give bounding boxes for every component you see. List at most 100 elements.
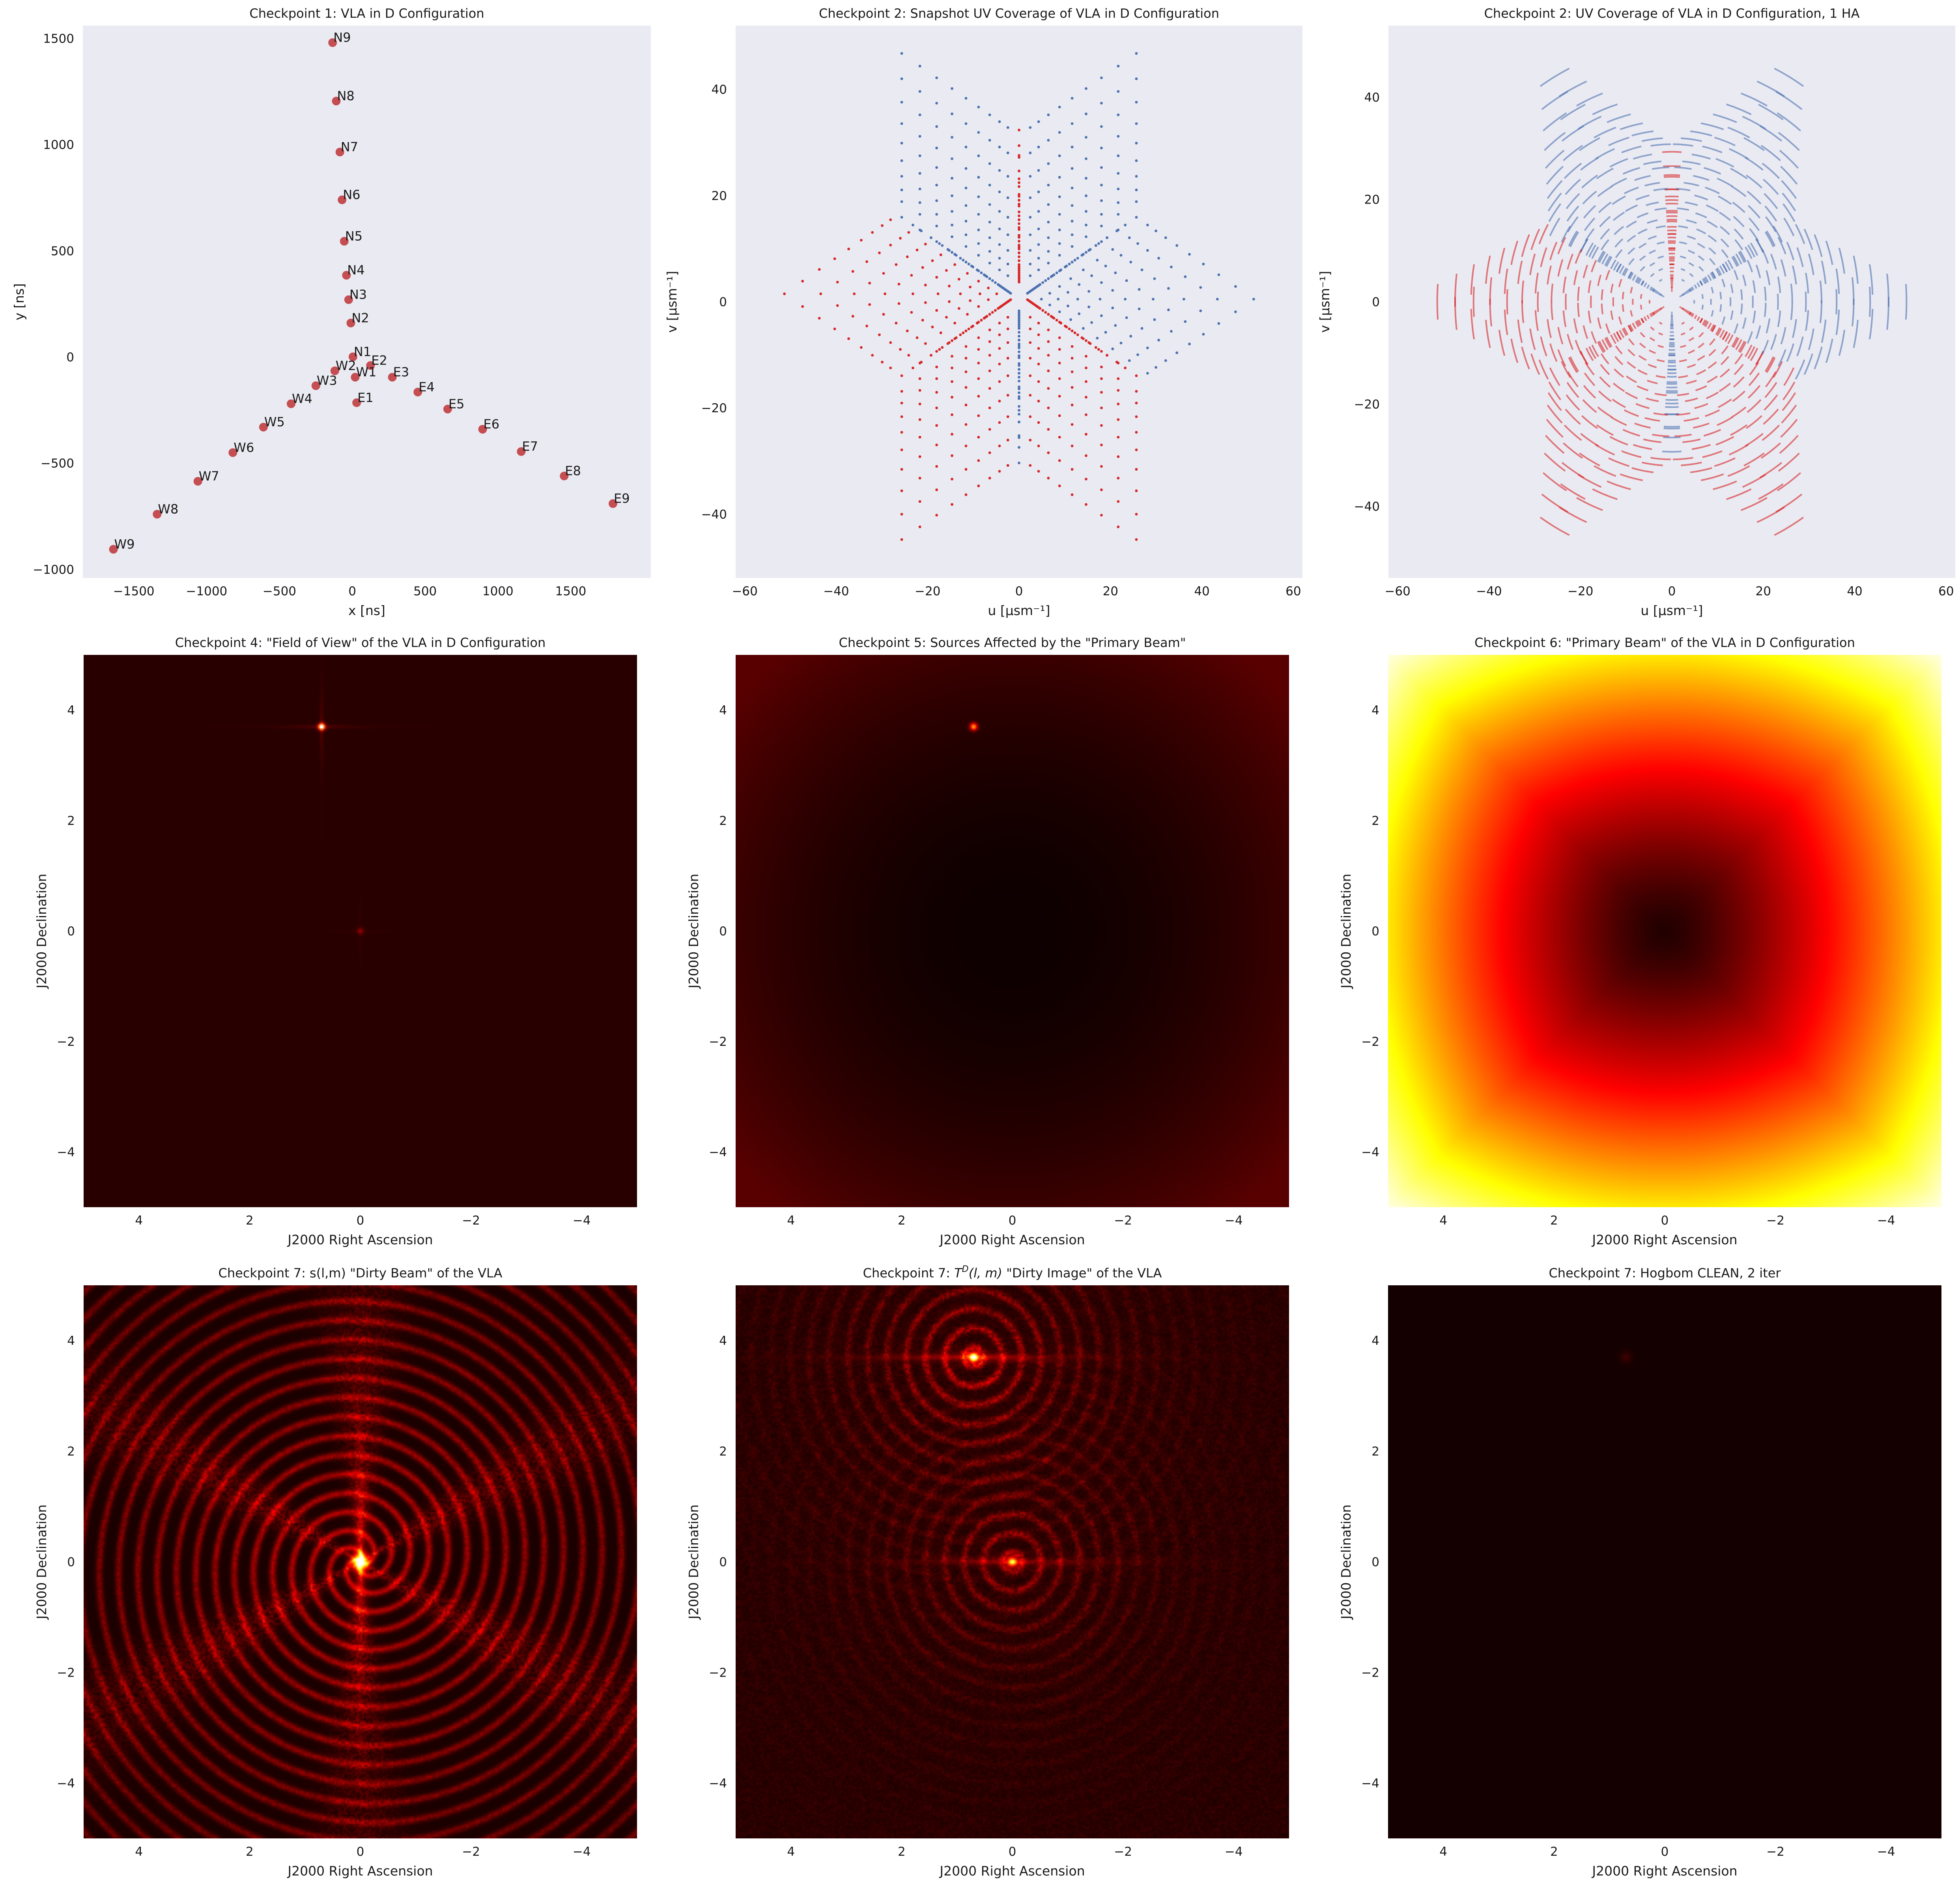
uv-point-conjugate xyxy=(1188,253,1191,256)
uv-point xyxy=(859,239,863,242)
uv-track-arc xyxy=(1588,310,1592,323)
uv-track-arc xyxy=(1735,253,1742,265)
uv-point-conjugate xyxy=(951,224,953,226)
uv-point-conjugate xyxy=(1018,323,1020,326)
uv-track-arc xyxy=(1485,320,1491,348)
uv-track-arc xyxy=(1779,435,1799,454)
uv-point-conjugate xyxy=(988,262,991,265)
uv-track-arc xyxy=(1613,382,1625,392)
uv-track-arc xyxy=(1584,372,1596,386)
uv-track-arc xyxy=(1680,307,1683,309)
uv-track-arc xyxy=(1697,316,1700,322)
uv-point-conjugate xyxy=(985,275,988,278)
uv-point-conjugate xyxy=(1037,210,1040,213)
panel-title: Checkpoint 5: Sources Affected by the "P… xyxy=(839,635,1186,650)
uv-track-arc xyxy=(1782,203,1796,222)
uv-point xyxy=(1029,341,1032,344)
y-tick-label: 2 xyxy=(67,814,75,828)
uv-track-arc xyxy=(1663,436,1681,438)
uv-track-arc xyxy=(1551,301,1554,320)
x-axis-label: x [ns] xyxy=(348,603,385,618)
uv-track-arc xyxy=(1567,216,1579,232)
uv-point xyxy=(953,337,957,340)
uv-point-conjugate xyxy=(1135,77,1138,80)
x-tick-label: 2 xyxy=(1550,1845,1558,1859)
uv-track-arc xyxy=(1770,334,1777,350)
uv-point xyxy=(964,423,968,426)
uv-point-conjugate xyxy=(1117,172,1120,175)
uv-point xyxy=(900,415,903,418)
uv-track-arc xyxy=(1786,241,1794,260)
uv-track-arc xyxy=(1659,322,1663,325)
uv-point xyxy=(1135,374,1138,377)
uv-point-conjugate xyxy=(964,233,968,236)
uv-point xyxy=(1018,181,1020,184)
uv-track-arc xyxy=(1727,334,1734,344)
uv-point xyxy=(1047,340,1050,343)
uv-point xyxy=(951,380,953,383)
uv-point-conjugate xyxy=(1029,233,1032,236)
uv-track-arc xyxy=(1698,266,1704,272)
uv-track-arc xyxy=(1702,278,1706,284)
uv-track-arc xyxy=(1777,112,1801,132)
uv-point xyxy=(964,370,968,373)
uv-point-conjugate xyxy=(962,259,965,262)
uv-track-arc xyxy=(1683,417,1699,422)
uv-point xyxy=(1100,391,1103,394)
uv-point xyxy=(998,400,1001,403)
x-tick-label: 2 xyxy=(1550,1213,1558,1228)
uv-track-arc xyxy=(1734,239,1743,251)
uv-track-arc xyxy=(1679,241,1687,245)
uv-track-arc xyxy=(1777,310,1781,327)
uv-track-arc xyxy=(1521,300,1525,323)
uv-track-arc xyxy=(1637,212,1649,219)
y-tick-label: −4 xyxy=(709,1145,727,1159)
uv-point xyxy=(1006,415,1009,418)
uv-point-conjugate xyxy=(1117,113,1120,116)
uv-track-arc xyxy=(1547,404,1563,424)
uv-point-conjugate xyxy=(975,268,979,271)
uv-point xyxy=(988,340,991,343)
uv-point xyxy=(1018,243,1020,247)
uv-point-conjugate xyxy=(1018,372,1020,375)
uv-point xyxy=(1018,177,1020,180)
y-axis-label: J2000 Declination xyxy=(34,1505,49,1620)
uv-point-conjugate xyxy=(1099,297,1102,301)
uv-point xyxy=(967,327,970,331)
uv-track-arc xyxy=(1742,474,1766,488)
uv-point xyxy=(1071,423,1074,426)
uv-point-conjugate xyxy=(1146,372,1149,375)
panel-title: Checkpoint 6: "Primary Beam" of the VLA … xyxy=(1474,635,1855,650)
uv-track-arc xyxy=(1703,320,1708,326)
uv-point-conjugate xyxy=(1018,364,1020,367)
uv-track-arc xyxy=(1622,167,1640,175)
uv-point-conjugate xyxy=(964,167,968,170)
uv-point-conjugate xyxy=(988,236,991,239)
uv-point xyxy=(1135,431,1138,434)
uv-track-arc xyxy=(1584,217,1596,231)
uv-point-conjugate xyxy=(1029,196,1032,199)
panel-dirty-image: Checkpoint 7: TD(l, m) "Dirty Image" of … xyxy=(686,1264,1289,1879)
uv-point-conjugate xyxy=(1052,273,1056,276)
uv-point xyxy=(935,406,938,409)
uv-track-arc xyxy=(1627,361,1636,369)
y-axis-label: v [μsm⁻¹] xyxy=(1317,271,1332,333)
uv-track-arc xyxy=(1658,332,1663,336)
uv-point-conjugate xyxy=(1018,397,1020,400)
uv-point-conjugate xyxy=(1117,154,1120,157)
uv-point xyxy=(1006,394,1009,397)
uv-track-arc xyxy=(1560,104,1586,120)
uv-track-arc xyxy=(1595,444,1615,456)
uv-point xyxy=(941,346,944,349)
uv-point-conjugate xyxy=(1071,167,1074,170)
uv-track-arc xyxy=(1607,481,1631,490)
uv-track-arc xyxy=(1607,113,1631,123)
heatmap-image xyxy=(736,1285,1289,1838)
uv-track-arc xyxy=(1577,474,1602,488)
uv-point xyxy=(983,317,986,320)
uv-point xyxy=(1058,484,1061,488)
uv-point-conjugate xyxy=(900,159,903,162)
uv-point-conjugate xyxy=(988,203,991,206)
uv-track-arc xyxy=(1615,345,1623,355)
uv-point xyxy=(818,268,821,271)
